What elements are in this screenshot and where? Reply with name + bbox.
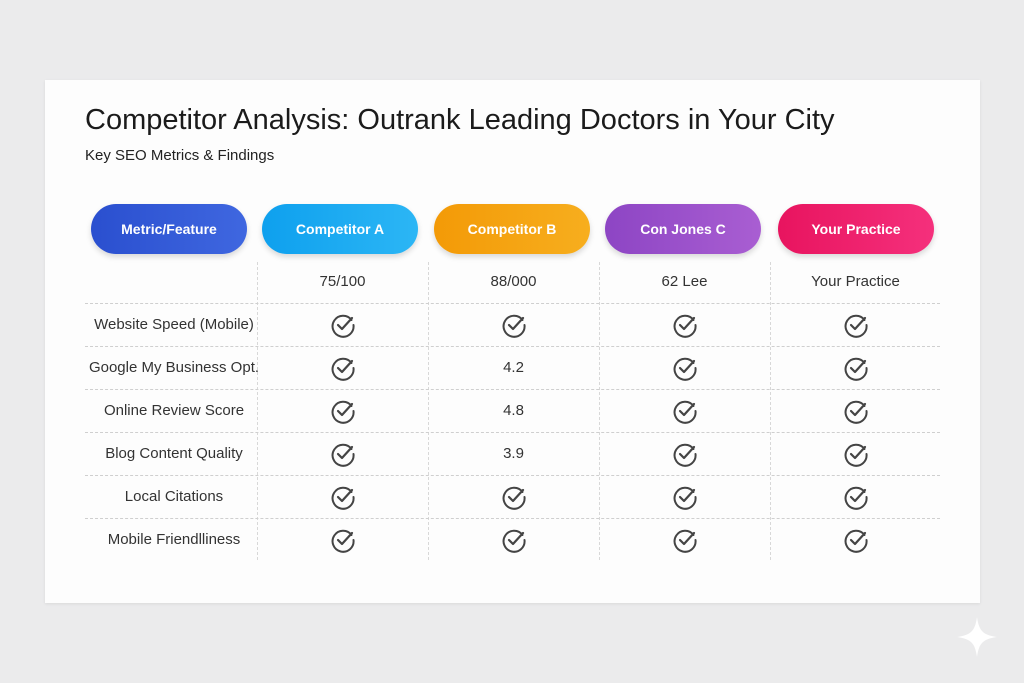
header-pill: Competitor A xyxy=(262,204,418,254)
check-icon xyxy=(428,475,599,518)
check-icon xyxy=(599,303,770,346)
check-icon xyxy=(770,346,941,389)
check-icon xyxy=(599,389,770,432)
column-divider xyxy=(428,262,429,560)
subtitle: Key SEO Metrics & Findings xyxy=(85,147,275,164)
metric-label: Website Speed (Mobile) xyxy=(94,316,254,333)
check-icon xyxy=(257,389,428,432)
score-cell: 75/100 xyxy=(319,273,366,290)
check-icon xyxy=(599,346,770,389)
check-icon xyxy=(770,389,941,432)
check-icon xyxy=(599,432,770,475)
value-cell: 4.8 xyxy=(503,402,524,419)
card: Competitor Analysis: Outrank Leading Doc… xyxy=(45,80,980,603)
row-divider xyxy=(85,432,940,433)
row-divider xyxy=(85,518,940,519)
sparkle-icon xyxy=(957,617,997,657)
check-icon xyxy=(770,518,941,561)
score-cell: 88/000 xyxy=(490,273,537,290)
column-divider xyxy=(770,262,771,560)
check-icon xyxy=(428,303,599,346)
column-divider xyxy=(257,262,258,560)
check-icon xyxy=(770,432,941,475)
header-pill: Con Jones C xyxy=(605,204,761,254)
row-divider xyxy=(85,346,940,347)
score-cell: Your Practice xyxy=(811,273,900,290)
check-icon xyxy=(428,518,599,561)
metric-label: Blog Content Quality xyxy=(105,445,243,462)
column-divider xyxy=(599,262,600,560)
score-cell: 62 Lee xyxy=(661,273,708,290)
check-icon xyxy=(599,475,770,518)
metric-label: Mobile Friendlliness xyxy=(107,531,241,548)
row-divider xyxy=(85,303,940,304)
title: Competitor Analysis: Outrank Leading Doc… xyxy=(85,104,835,136)
check-icon xyxy=(599,518,770,561)
check-icon xyxy=(257,303,428,346)
check-icon xyxy=(257,475,428,518)
header-pill: Competitor B xyxy=(434,204,590,254)
metric-label: Local Citations xyxy=(124,488,224,505)
header-pill: Your Practice xyxy=(778,204,934,254)
check-icon xyxy=(770,475,941,518)
check-icon xyxy=(257,346,428,389)
row-divider xyxy=(85,389,940,390)
check-icon xyxy=(257,432,428,475)
row-divider xyxy=(85,475,940,476)
metric-label: Online Review Score xyxy=(103,402,245,419)
check-icon xyxy=(257,518,428,561)
header-pill: Metric/Feature xyxy=(91,204,247,254)
metric-label: Google My Business Opt. xyxy=(88,359,260,376)
value-cell: 4.2 xyxy=(503,359,524,376)
check-icon xyxy=(770,303,941,346)
value-cell: 3.9 xyxy=(503,445,524,462)
